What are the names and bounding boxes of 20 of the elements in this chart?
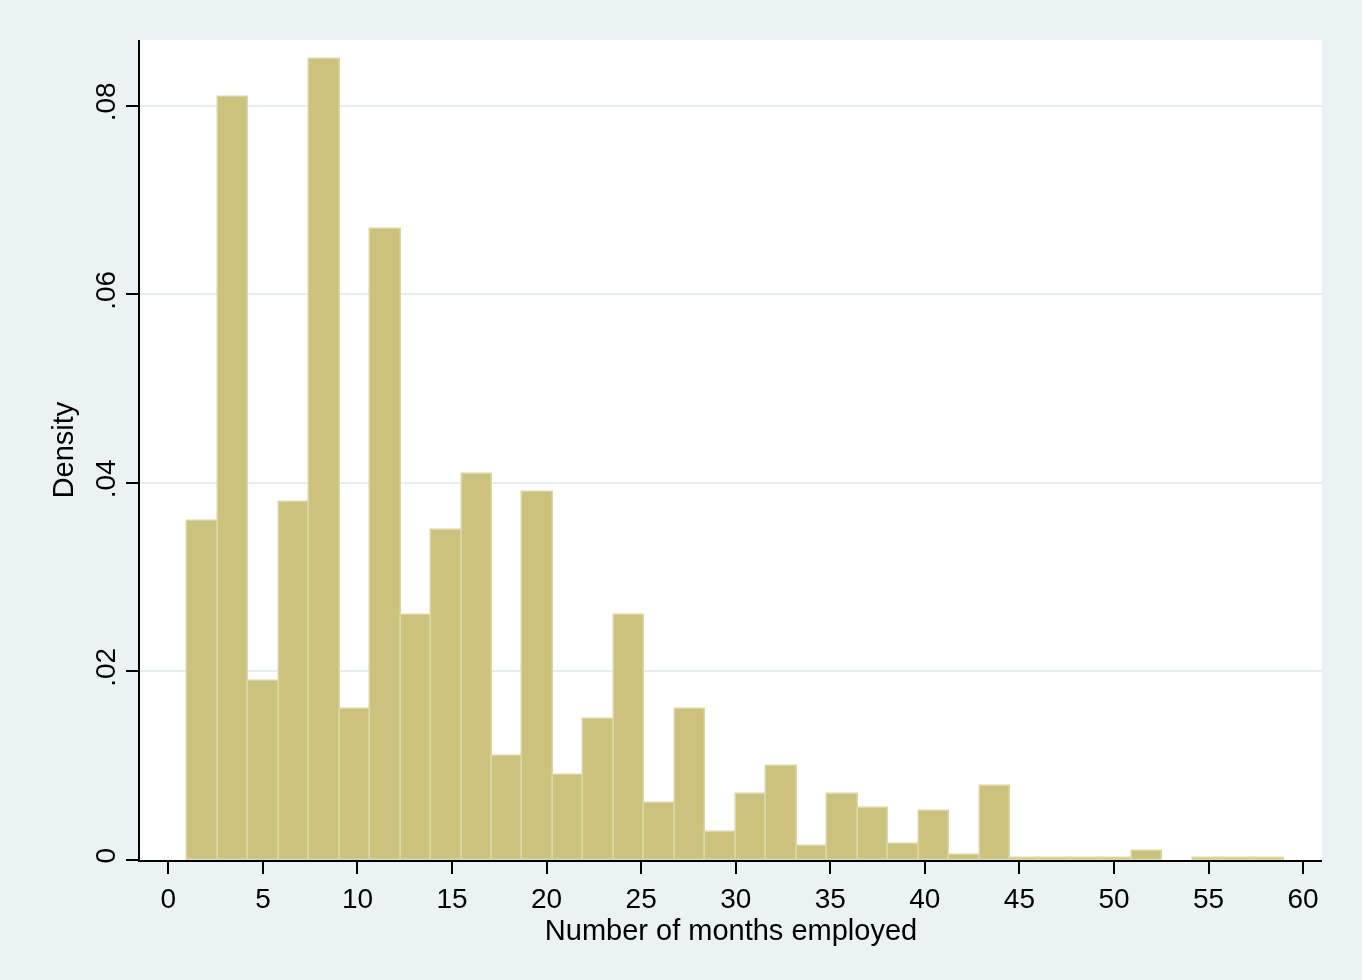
x-tick-label: 55 [1192, 882, 1225, 914]
x-tick-label: 45 [1003, 882, 1035, 914]
y-tick-label: .08 [89, 82, 121, 122]
y-tick-label: .04 [89, 459, 121, 499]
x-tick-label: 5 [255, 882, 271, 914]
x-axis-title: Number of months employed [544, 913, 918, 946]
y-tick-label: .06 [89, 270, 121, 310]
y-axis-title: Density [46, 401, 79, 499]
x-tick-label: 35 [814, 882, 846, 914]
x-tick-label: 25 [625, 882, 657, 914]
y-tick-label: 0 [89, 848, 121, 864]
y-tick-label: .02 [89, 647, 121, 687]
x-tick-label: 15 [436, 882, 468, 914]
x-tick-label: 10 [341, 882, 374, 914]
x-tick-label: 0 [160, 882, 177, 914]
x-tick-label: 60 [1287, 882, 1319, 914]
x-tick-label: 30 [720, 882, 752, 914]
x-tick-label: 20 [531, 882, 563, 914]
x-tick-label: 40 [909, 882, 941, 914]
x-tick-label: 50 [1098, 882, 1130, 914]
